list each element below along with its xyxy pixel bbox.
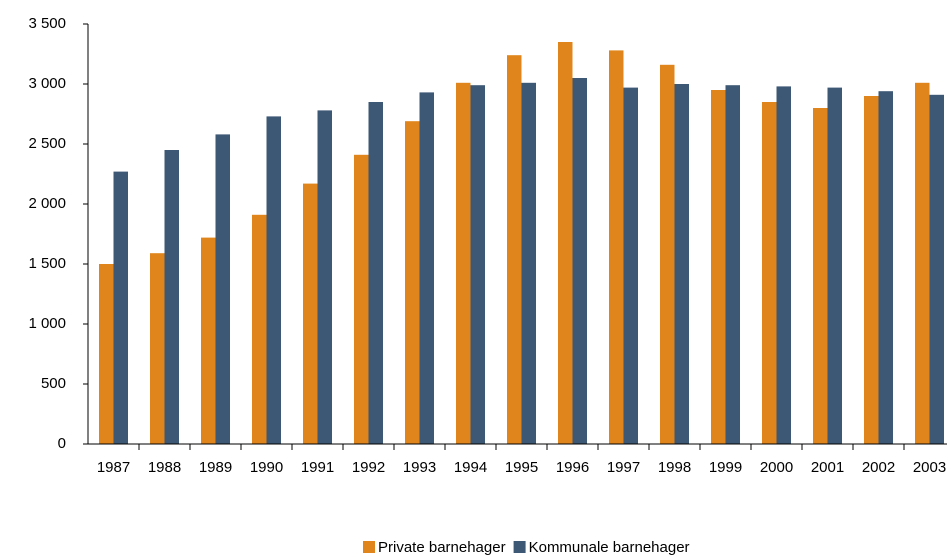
legend-swatch	[363, 541, 375, 553]
bar	[456, 82, 471, 445]
bar	[725, 85, 740, 444]
bar	[303, 183, 318, 444]
x-tick-label: 1990	[250, 459, 283, 476]
bar	[113, 171, 128, 444]
bar	[776, 86, 791, 445]
x-tick-label: 1989	[199, 459, 232, 476]
bar	[813, 108, 828, 444]
x-tick-label: 2003	[913, 459, 946, 476]
bar	[252, 214, 267, 444]
x-tick-label: 1999	[709, 459, 742, 476]
bar	[164, 150, 179, 444]
x-tick-label: 1996	[556, 459, 589, 476]
bar	[419, 92, 434, 445]
bar	[266, 116, 281, 445]
bar	[929, 94, 944, 445]
bar	[99, 264, 114, 444]
bar	[354, 154, 369, 445]
bar	[827, 87, 842, 444]
bar	[572, 78, 587, 444]
x-tick-label: 1998	[658, 459, 691, 476]
x-tick-label: 2002	[862, 459, 895, 476]
bar	[317, 110, 332, 445]
y-tick-label: 3 000	[28, 75, 66, 92]
y-tick-label: 0	[58, 435, 66, 452]
bar	[215, 134, 230, 444]
bar	[864, 96, 879, 444]
y-tick-label: 2 500	[28, 135, 66, 152]
x-tick-label: 1988	[148, 459, 181, 476]
x-tick-label: 1997	[607, 459, 640, 476]
x-tick-label: 1987	[97, 459, 130, 476]
y-tick-label: 1 500	[28, 255, 66, 272]
bar	[915, 82, 930, 445]
bar	[521, 82, 536, 445]
bar	[368, 102, 383, 444]
bar	[150, 253, 165, 444]
bar	[558, 42, 573, 444]
bar	[660, 64, 675, 445]
bar	[711, 90, 726, 444]
x-tick-label: 1994	[454, 459, 487, 476]
bar	[405, 121, 420, 444]
y-tick-label: 500	[41, 375, 66, 392]
bar	[201, 237, 216, 444]
y-tick-label: 1 000	[28, 315, 66, 332]
bar	[623, 87, 638, 444]
x-tick-label: 1995	[505, 459, 538, 476]
bar	[507, 55, 522, 444]
y-tick-label: 2 000	[28, 195, 66, 212]
bar	[762, 102, 777, 444]
x-tick-label: 2001	[811, 459, 844, 476]
legend: Private barnehager Kommunale barnehager	[363, 539, 690, 556]
x-tick-label: 1993	[403, 459, 436, 476]
bar	[470, 85, 485, 444]
legend-label: Private barnehager	[378, 539, 506, 556]
legend-swatch	[513, 541, 526, 553]
legend-label: Kommunale barnehager	[529, 539, 690, 556]
x-tick-label: 2000	[760, 459, 793, 476]
bar	[609, 50, 624, 445]
bar	[878, 91, 893, 444]
x-tick-label: 1992	[352, 459, 385, 476]
y-tick-label: 3 500	[28, 15, 66, 32]
bar	[674, 84, 689, 444]
x-tick-label: 1991	[301, 459, 334, 476]
